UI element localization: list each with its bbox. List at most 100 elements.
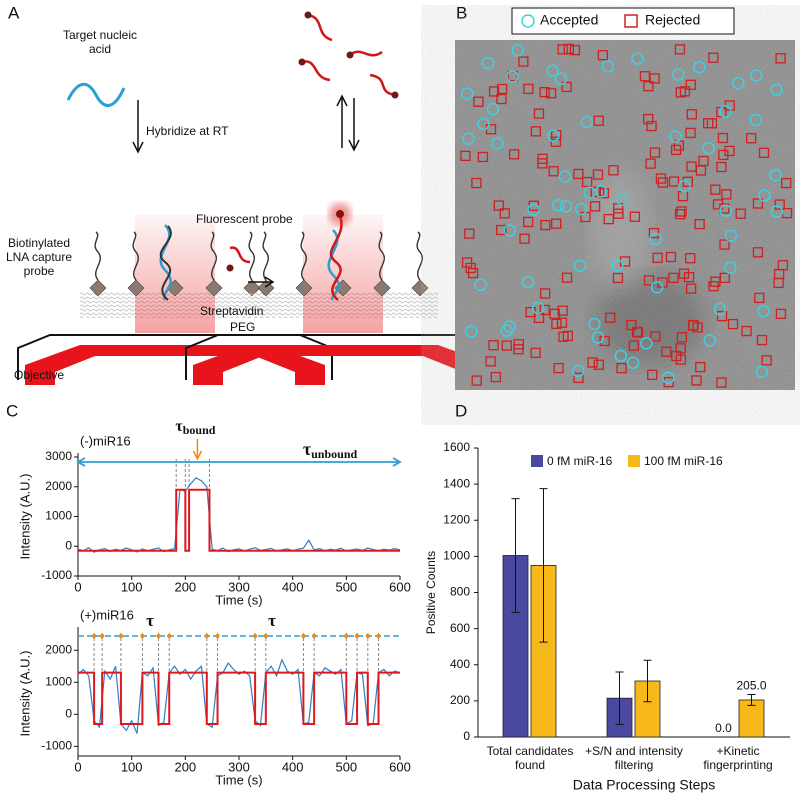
accepted-spot	[503, 224, 516, 237]
rejected-spot	[643, 275, 655, 286]
span-dot	[263, 633, 269, 639]
rejected-spot	[685, 127, 696, 139]
rejected-spot	[530, 347, 541, 358]
capture-label: Biotinylated LNA capture probe	[5, 236, 73, 278]
rejected-spot	[593, 359, 604, 370]
rejected-spot	[639, 71, 651, 82]
span-dot	[167, 633, 172, 639]
accepted-spot	[551, 198, 565, 212]
y-tick-label: -1000	[41, 568, 72, 582]
rejected-spot	[683, 272, 695, 283]
rejected-spot	[523, 83, 534, 95]
accepted-spot	[477, 117, 490, 131]
x-tick-label: 300	[228, 759, 250, 774]
accepted-spot	[649, 232, 662, 246]
target-strand	[66, 82, 126, 107]
x-tick-label: +Kinetic fingerprinting	[703, 744, 773, 772]
accepted-spot	[750, 69, 763, 82]
rejected-spot	[605, 312, 616, 323]
accepted-spot	[769, 168, 782, 182]
rejected-spot	[464, 228, 475, 239]
accepted-spot	[640, 337, 653, 350]
legend-label: Accepted	[540, 12, 598, 28]
rejected-spot	[752, 247, 764, 258]
error-bar	[747, 694, 756, 706]
accepted-spot	[724, 229, 738, 242]
rejected-spot	[675, 343, 686, 354]
legend-marker	[521, 14, 535, 28]
accepted-spot	[770, 83, 783, 97]
bound-arrow	[192, 439, 203, 461]
accepted-spot	[719, 204, 732, 217]
error-bar	[511, 498, 520, 613]
accepted-spot	[527, 203, 540, 217]
rejected-spot	[676, 206, 687, 217]
rejected-spot	[668, 272, 679, 284]
rejected-spot	[735, 208, 746, 219]
accepted-spot	[491, 137, 504, 150]
rejected-spot	[551, 318, 562, 329]
panel-label: D	[455, 401, 467, 420]
x-tick-label: 400	[282, 579, 304, 594]
rejected-spot	[561, 272, 573, 283]
tau-symbol: τ	[268, 611, 276, 630]
y-tick-label: 2000	[45, 479, 72, 493]
rejected-spot	[519, 233, 530, 244]
accepted-spot	[758, 189, 771, 202]
rejected-spot	[573, 168, 584, 180]
accepted-spot	[546, 64, 559, 78]
legend-marker	[624, 14, 638, 28]
accepted-spot	[511, 44, 524, 57]
rejected-spot	[647, 369, 658, 380]
x-tick-label: 500	[335, 579, 357, 594]
rejected-spot	[557, 44, 568, 55]
accepted-spot	[531, 301, 545, 315]
accepted-spot	[713, 302, 727, 316]
rejected-spot	[612, 272, 624, 284]
accepted-spot	[669, 130, 682, 143]
rejected-spot	[710, 184, 721, 195]
accepted-spot	[616, 193, 629, 206]
span-dot	[156, 633, 161, 639]
rejected-spot	[674, 208, 686, 220]
legend-label: Rejected	[645, 12, 700, 28]
equilibrium-arrow	[336, 94, 360, 152]
tau-symbol: τ	[303, 439, 312, 459]
step-label: Hybridize at RT	[146, 124, 229, 138]
rejected-spot	[553, 362, 564, 374]
rejected-spot	[608, 165, 619, 176]
error-bar	[539, 488, 548, 643]
rejected-spot	[665, 251, 677, 263]
rejected-spot	[581, 176, 593, 188]
rejected-spot	[592, 169, 604, 180]
rejected-spot	[499, 208, 510, 219]
rejected-spot	[758, 147, 770, 158]
accepted-spot	[554, 72, 568, 85]
y-axis-label: Intensity (A.U.)	[17, 651, 32, 737]
rejected-spot	[695, 361, 706, 373]
rejected-spot	[691, 375, 702, 386]
accepted-spot	[702, 142, 715, 155]
arrow	[132, 100, 144, 154]
rejected-spot	[716, 377, 727, 388]
tau-label: τ	[146, 611, 154, 630]
y-tick-label: 1400	[443, 476, 470, 490]
accepted-spot	[461, 87, 474, 100]
accepted-spot	[583, 186, 596, 199]
accepted-spot	[614, 349, 628, 363]
rejected-spot	[563, 43, 574, 55]
span-dot	[301, 633, 306, 639]
trace	[77, 477, 401, 553]
accepted-spot	[547, 129, 560, 143]
accepted-spot	[574, 202, 588, 216]
rejected-spot	[557, 305, 568, 316]
rejected-spot	[652, 252, 663, 263]
span-dot	[376, 633, 381, 639]
span-arrow	[76, 457, 402, 467]
rejected-spot	[523, 216, 534, 228]
rejected-spot	[632, 327, 644, 338]
rejected-spot	[716, 161, 727, 173]
span-dot	[344, 633, 349, 639]
accepted-spot	[580, 115, 594, 129]
tau-symbol: τ	[175, 418, 183, 435]
